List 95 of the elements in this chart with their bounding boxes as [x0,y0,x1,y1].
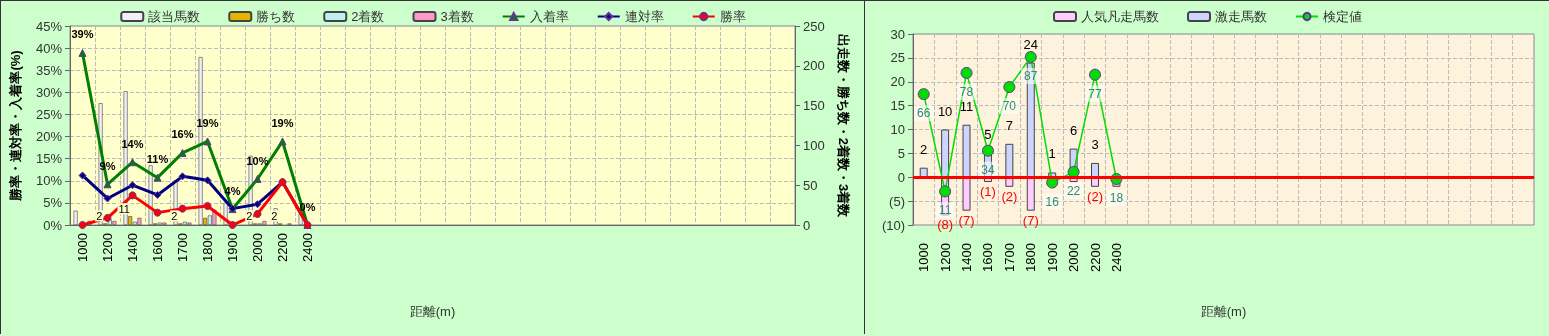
y-tick-label: 30 [890,26,905,42]
data-label: 2 [246,209,253,222]
data-label: 2 [96,209,103,222]
data-label: 78 [959,84,974,99]
data-label: 18 [1109,191,1124,206]
x-tick-label: 1900 [225,233,240,262]
x-tick-label: 1700 [175,233,190,262]
data-label: 19% [196,116,219,129]
x-tick-label: 2200 [275,233,290,262]
x-tick-label: 2000 [250,233,265,262]
data-label: 6 [1069,122,1078,138]
data-label: 11 [118,202,130,215]
y2-tick-label: 150 [803,98,825,114]
legend-label: 人気凡走馬数 [1081,9,1159,24]
data-label: (8) [937,217,954,233]
y-tick-label: (10) [881,217,905,233]
data-label: 39% [71,28,94,41]
x-tick-label: 2400 [1108,243,1124,272]
x-tick-label: 1800 [1023,243,1039,272]
legend-label: 2着数 [351,9,385,24]
x-axis-title: 距離(m) [1200,304,1247,319]
y2-tick-label: 0 [803,217,811,233]
y-tick-label: 40% [35,40,63,56]
x-tick-label: 1200 [100,233,115,262]
data-label: 16% [171,128,194,141]
y-tick-label: 10% [35,173,63,189]
legend-label: 3着数 [440,9,474,24]
y-tick-label: 25% [35,106,63,122]
x-tick-label: 1600 [980,243,996,272]
legend-label: 連対率 [624,9,664,24]
x-tick-label: 1700 [1001,243,1017,272]
y-tick-label: 5 [897,145,905,161]
data-label: (7) [958,212,975,228]
data-label: 5 [984,127,992,143]
data-label: 3 [1091,136,1099,152]
y-tick-label: 35% [35,62,63,78]
y-tick-label: 45% [35,18,63,34]
data-label: (2) [1087,188,1103,204]
legend-label: 入着率 [529,9,569,24]
legend-label: 検定値 [1323,9,1362,24]
data-label: 2 [271,209,278,222]
y-tick-label: 10 [890,122,905,137]
x-axis-title: 距離(m) [409,304,456,319]
data-label: 2 [920,141,928,157]
data-label: 66 [917,106,931,121]
data-label: 11% [146,153,169,166]
y-tick-label: (5) [889,193,905,209]
y-tick-label: 0 [897,169,905,185]
x-tick-label: 1800 [200,233,215,262]
y2-tick-label: 50 [803,177,818,193]
legend-label: 勝ち数 [256,9,296,24]
data-label: 87 [1024,68,1038,83]
data-label: 34 [981,162,995,177]
y-tick-label: 20 [890,74,905,90]
x-tick-label: 1400 [959,243,975,272]
data-label: 10% [246,154,269,167]
data-label: 10 [937,103,953,119]
y2-tick-label: 100 [803,137,825,153]
y-tick-label: 30% [35,84,63,100]
data-label: 22 [1066,183,1081,198]
data-label: 16 [1045,194,1060,209]
x-tick-label: 1900 [1044,243,1060,272]
legend-label: 激走馬数 [1215,9,1267,24]
x-tick-label: 2200 [1087,243,1103,272]
data-label: (7) [1022,212,1039,228]
data-label: (2) [1001,188,1018,204]
data-label: 7 [1005,117,1013,133]
data-label: 24 [1023,36,1039,52]
legend-label: 該当馬数 [148,9,201,24]
y2-axis-title: 出走数・勝ち数・2着数・3着数 [836,33,851,219]
y-tick-label: 5% [43,195,63,211]
y-tick-label: 15 [890,98,905,114]
data-label: 14% [121,137,144,150]
data-label: 77 [1088,86,1103,101]
x-tick-label: 1000 [916,243,932,272]
data-label: (1) [980,184,996,200]
x-tick-label: 1600 [150,233,165,262]
data-label: 2 [171,209,178,222]
y-axis-title: 勝率・連対率・入着率(%) [8,50,23,202]
y-tick-label: 0% [43,217,63,233]
y-tick-label: 25 [890,50,905,66]
data-label: 70 [1002,99,1017,114]
legend-label: 勝率 [719,9,746,24]
y-tick-label: 15% [35,151,63,167]
data-label: 1 [1048,146,1056,162]
y2-tick-label: 250 [803,18,825,34]
x-tick-label: 2400 [300,233,315,262]
y2-tick-label: 200 [803,58,825,74]
data-label: 11 [938,203,952,218]
x-tick-label: 1400 [125,233,140,262]
x-tick-label: 2000 [1066,243,1082,272]
x-tick-label: 1000 [75,233,90,262]
x-tick-label: 1200 [937,243,953,272]
y-tick-label: 20% [35,129,63,145]
data-label: 19% [271,116,294,129]
